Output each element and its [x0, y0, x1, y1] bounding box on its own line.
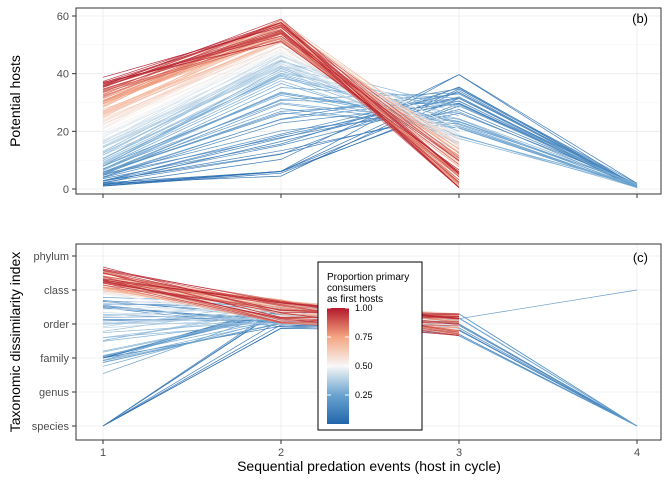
bottom-x-tick-label: 1: [100, 447, 106, 459]
top-series-line: [102, 38, 460, 177]
top-series-lines: [102, 18, 638, 188]
legend-title-line-1: Proportion primary: [327, 272, 409, 283]
bottom-x-tick-label: 3: [456, 447, 462, 459]
top-series-line: [102, 59, 460, 146]
legend-title-line-2: consumers: [327, 283, 376, 294]
legend-ticks: 1.00 0.75 0.50 0.25: [327, 303, 373, 400]
legend-tick-label: 0.50: [355, 361, 373, 371]
top-panel: 0 20 40 60 (b) Potential hosts: [7, 7, 662, 198]
bottom-panel-border: [75, 243, 662, 441]
bottom-y-ticks: species genus family order class phylum: [32, 251, 76, 433]
bottom-panel-tag: (c): [633, 250, 648, 265]
top-y-tick-label: 60: [57, 11, 69, 23]
top-series-line: [102, 112, 638, 185]
top-series-line: [102, 29, 460, 188]
top-series-line: [102, 96, 638, 188]
top-series-line: [102, 41, 460, 171]
top-series-line: [102, 86, 638, 188]
top-y-tick-label: 0: [63, 184, 69, 196]
top-series-line: [102, 80, 638, 186]
bottom-y-axis-title: Taxonomic dissimilarity index: [7, 252, 23, 433]
top-series-line: [102, 30, 460, 172]
top-series-line: [102, 87, 638, 186]
legend-tick-label: 0.75: [355, 332, 373, 342]
bottom-y-tick-label: phylum: [34, 251, 69, 263]
bottom-y-tick-label: order: [43, 319, 69, 331]
top-panel-border: [75, 7, 662, 195]
top-x-ticks: [102, 194, 638, 198]
top-y-tick-label: 40: [57, 69, 69, 81]
bottom-y-tick-label: genus: [39, 387, 69, 399]
top-series-line: [102, 111, 638, 188]
top-series-line: [102, 102, 638, 187]
bottom-y-tick-label: class: [44, 285, 70, 297]
top-series-line: [102, 103, 638, 188]
bottom-y-tick-label: family: [40, 353, 69, 365]
top-y-tick-label: 20: [57, 126, 69, 138]
bottom-x-tick-label: 2: [278, 447, 284, 459]
top-series-line: [102, 33, 460, 181]
legend-title-line-3: as first hosts: [327, 294, 383, 305]
top-panel-tag: (b): [632, 11, 648, 26]
bottom-y-tick-label: species: [32, 421, 70, 433]
top-series-line: [102, 26, 460, 188]
top-y-ticks: 0 20 40 60: [57, 11, 76, 196]
legend-colorbar: [327, 308, 349, 424]
top-series-line: [102, 40, 460, 176]
top-series-line: [102, 49, 460, 143]
top-series-line: [102, 65, 460, 154]
bottom-x-tick-label: 4: [634, 447, 640, 459]
legend-tick-label: 0.25: [355, 390, 373, 400]
top-series-line: [102, 22, 460, 188]
bottom-x-ticks: 1 2 3 4: [100, 440, 640, 459]
top-series-line: [102, 77, 460, 156]
top-series-line: [102, 35, 460, 161]
top-series-line: [102, 61, 460, 160]
top-series-line: [102, 65, 460, 152]
top-series-line: [102, 52, 460, 136]
legend: Proportion primary consumers as first ho…: [317, 261, 423, 431]
top-y-axis-title: Potential hosts: [7, 55, 23, 147]
top-series-line: [102, 41, 460, 149]
x-axis-title: Sequential predation events (host in cyc…: [237, 458, 501, 474]
legend-tick-label: 1.00: [355, 303, 373, 313]
top-series-line: [102, 42, 460, 138]
top-series-line: [102, 24, 460, 174]
top-series-line: [102, 94, 638, 188]
